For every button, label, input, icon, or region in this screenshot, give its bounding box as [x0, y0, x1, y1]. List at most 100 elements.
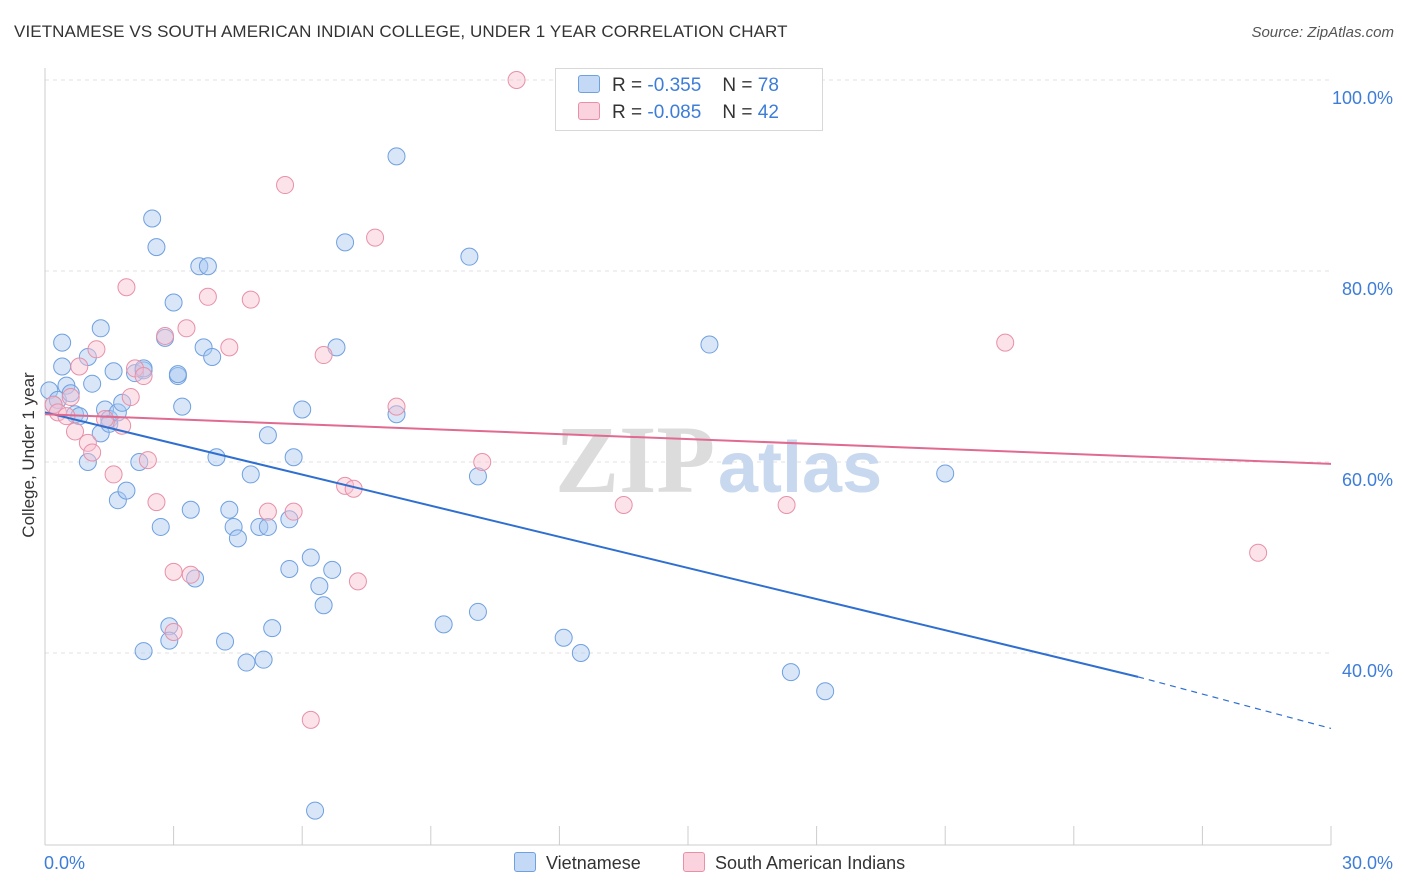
point-vietnamese — [83, 374, 102, 393]
point-vietnamese — [147, 238, 166, 257]
point-vietnamese — [323, 560, 342, 579]
point-vietnamese — [134, 642, 153, 661]
legend-r-label: R = — [612, 75, 643, 96]
point-vietnamese — [387, 405, 406, 424]
legend-swatch-south-american-indians — [578, 102, 600, 120]
point-vietnamese — [700, 335, 719, 354]
legend-r-label: R = — [612, 102, 643, 123]
point-south-american-indians — [104, 465, 123, 484]
point-south-american-indians — [156, 326, 175, 345]
point-south-american-indians — [83, 443, 102, 462]
point-south-american-indians — [284, 502, 303, 521]
point-vietnamese — [168, 365, 187, 384]
point-south-american-indians — [66, 422, 85, 441]
y-axis-label: College, Under 1 year — [19, 372, 38, 538]
trend-line-vietnamese — [44, 411, 1139, 678]
data-points — [40, 71, 1268, 820]
bottom-legend-swatch-vietnamese — [514, 852, 536, 872]
point-vietnamese — [207, 448, 226, 467]
point-vietnamese — [434, 615, 453, 634]
x-tick-label: 0.0% — [44, 853, 85, 873]
y-tick-label: 60.0% — [1342, 470, 1393, 490]
legend-row-vietnamese: R = -0.355 N = 78 — [578, 75, 779, 99]
point-vietnamese — [151, 517, 170, 536]
point-vietnamese — [143, 209, 162, 228]
point-vietnamese — [164, 293, 183, 312]
chart-title: VIETNAMESE VS SOUTH AMERICAN INDIAN COLL… — [14, 22, 788, 41]
trend-line-extension-vietnamese — [1137, 676, 1332, 730]
point-south-american-indians — [1249, 543, 1268, 562]
legend-r-value: -0.355 — [647, 75, 702, 96]
bottom-legend-south-american-indians: South American Indians — [683, 852, 905, 874]
point-south-american-indians — [164, 562, 183, 581]
point-vietnamese — [468, 467, 487, 486]
point-south-american-indians — [87, 340, 106, 359]
point-vietnamese — [61, 384, 80, 403]
tick-labels: 40.0% 60.0% 80.0% 100.0% 0.0% 30.0% — [44, 88, 1393, 873]
point-south-american-indians — [996, 333, 1015, 352]
point-south-american-indians — [473, 453, 492, 471]
bottom-legend-label-vietnamese: Vietnamese — [546, 853, 641, 873]
point-vietnamese — [336, 233, 355, 252]
y-tick-label: 40.0% — [1342, 661, 1393, 681]
legend-n-label: N = — [722, 75, 753, 96]
legend-swatch-vietnamese — [578, 75, 600, 93]
point-vietnamese — [228, 529, 247, 548]
y-tick-label: 100.0% — [1332, 88, 1393, 108]
point-vietnamese — [78, 453, 97, 471]
point-south-american-indians — [366, 228, 385, 247]
bottom-legend-swatch-south-american-indians — [683, 852, 705, 872]
point-south-american-indians — [507, 71, 526, 89]
point-vietnamese — [554, 628, 573, 647]
point-vietnamese — [936, 464, 955, 483]
point-vietnamese — [263, 619, 282, 638]
legend-n-value: 78 — [757, 75, 779, 96]
point-vietnamese — [280, 559, 299, 578]
point-south-american-indians — [117, 278, 136, 297]
bottom-legend-label-south-american-indians: South American Indians — [715, 853, 906, 873]
point-vietnamese — [314, 596, 333, 615]
point-south-american-indians — [276, 176, 295, 195]
point-south-american-indians — [348, 572, 367, 591]
legend-row-south-american-indians: R = -0.085 N = 42 — [578, 102, 779, 126]
point-south-american-indians — [147, 493, 166, 512]
legend-r-value: -0.085 — [647, 102, 702, 123]
trend-lines — [44, 411, 1332, 730]
point-vietnamese — [91, 319, 110, 338]
point-vietnamese — [258, 426, 277, 445]
y-tick-label: 80.0% — [1342, 279, 1393, 299]
point-vietnamese — [241, 465, 260, 484]
point-south-american-indians — [121, 388, 140, 407]
point-south-american-indians — [387, 397, 406, 416]
point-vietnamese — [117, 481, 136, 500]
point-vietnamese — [53, 333, 72, 352]
trend-line-south-american-indians — [44, 413, 1332, 465]
legend-n-value: 42 — [757, 102, 779, 123]
bottom-legend-vietnamese: Vietnamese — [514, 852, 641, 874]
point-vietnamese — [160, 631, 179, 650]
point-south-american-indians — [134, 367, 153, 386]
point-south-american-indians — [78, 433, 97, 452]
point-vietnamese — [781, 663, 800, 682]
point-vietnamese — [224, 517, 243, 536]
point-vietnamese — [198, 257, 217, 276]
point-vietnamese — [258, 517, 277, 536]
point-south-american-indians — [220, 338, 239, 357]
point-south-american-indians — [198, 287, 217, 306]
point-vietnamese — [104, 362, 123, 381]
point-south-american-indians — [301, 710, 320, 729]
point-vietnamese — [468, 602, 487, 621]
point-south-american-indians — [241, 290, 260, 309]
point-vietnamese — [310, 577, 329, 596]
point-vietnamese — [306, 801, 325, 820]
point-vietnamese — [387, 147, 406, 166]
point-vietnamese — [237, 653, 256, 672]
point-south-american-indians — [314, 346, 333, 365]
legend-n-label: N = — [722, 102, 753, 123]
point-vietnamese — [301, 548, 320, 567]
point-vietnamese — [203, 347, 222, 366]
point-south-american-indians — [614, 495, 633, 514]
x-tick-label: 30.0% — [1342, 853, 1393, 873]
watermark-zip: ZIP — [555, 406, 715, 513]
